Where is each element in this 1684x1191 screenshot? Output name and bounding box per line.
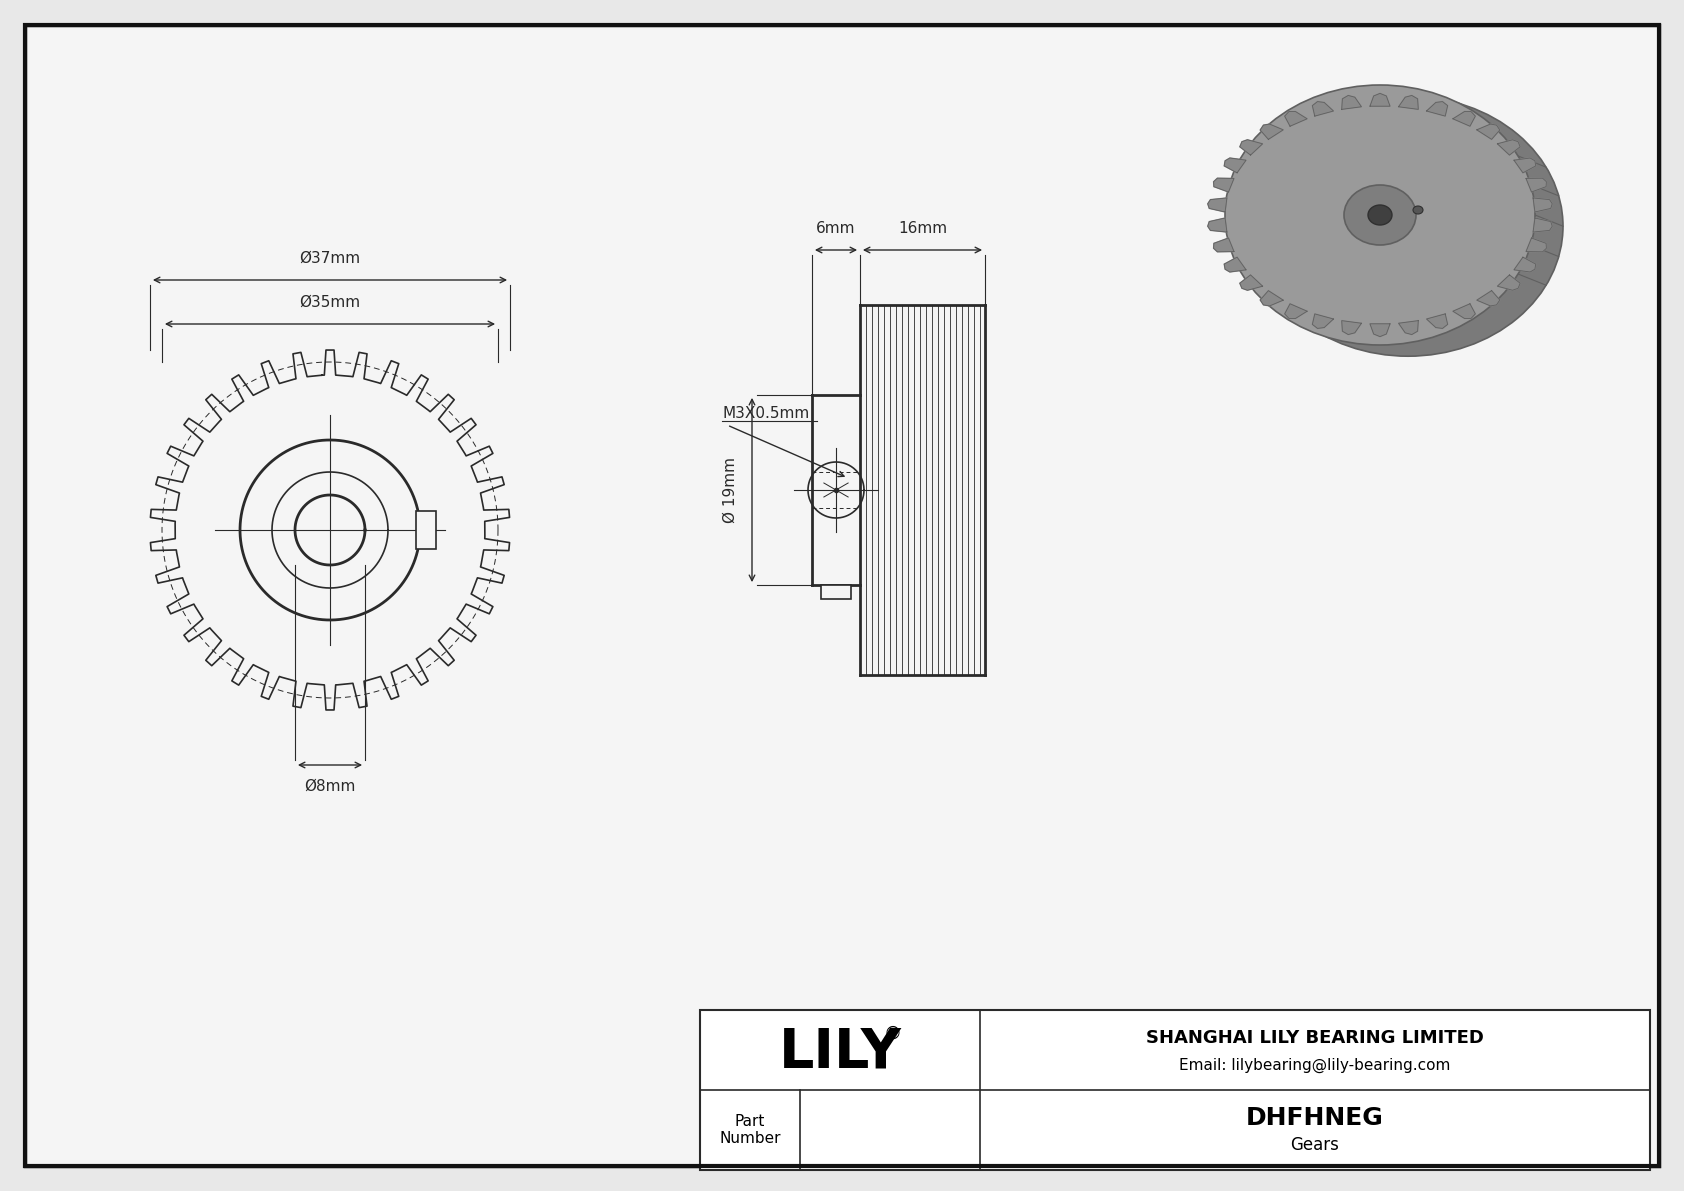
- Polygon shape: [1453, 304, 1475, 318]
- Polygon shape: [1260, 291, 1283, 306]
- Polygon shape: [1477, 124, 1500, 139]
- Polygon shape: [1532, 198, 1553, 212]
- Polygon shape: [1532, 218, 1553, 232]
- Ellipse shape: [1413, 206, 1423, 214]
- Polygon shape: [1526, 179, 1546, 192]
- Text: SHANGHAI LILY BEARING LIMITED: SHANGHAI LILY BEARING LIMITED: [1147, 1029, 1484, 1047]
- Bar: [701, 1010, 1650, 1170]
- Text: 6mm: 6mm: [817, 222, 855, 236]
- Polygon shape: [1207, 198, 1228, 212]
- Text: LILY: LILY: [778, 1025, 901, 1079]
- Polygon shape: [1426, 314, 1448, 329]
- Polygon shape: [1312, 314, 1334, 329]
- Polygon shape: [1426, 101, 1448, 116]
- Text: 16mm: 16mm: [898, 222, 946, 236]
- Polygon shape: [1239, 275, 1263, 291]
- Polygon shape: [1312, 101, 1334, 116]
- Ellipse shape: [1367, 205, 1393, 225]
- Polygon shape: [1399, 95, 1418, 110]
- Polygon shape: [1342, 95, 1361, 110]
- Polygon shape: [1526, 238, 1546, 251]
- Polygon shape: [1371, 93, 1389, 106]
- Polygon shape: [1239, 139, 1263, 155]
- Polygon shape: [1224, 158, 1246, 173]
- Polygon shape: [1477, 291, 1500, 306]
- Polygon shape: [1207, 218, 1228, 232]
- Text: Ø35mm: Ø35mm: [300, 295, 360, 310]
- Polygon shape: [1371, 324, 1389, 337]
- Text: ®: ®: [882, 1025, 901, 1043]
- Text: Email: lilybearing@lily-bearing.com: Email: lilybearing@lily-bearing.com: [1179, 1058, 1450, 1073]
- Ellipse shape: [1344, 185, 1416, 245]
- Polygon shape: [1224, 257, 1246, 272]
- Polygon shape: [1342, 320, 1361, 335]
- Text: DHFHNEG: DHFHNEG: [1246, 1106, 1384, 1130]
- Polygon shape: [1497, 275, 1521, 291]
- Polygon shape: [1453, 112, 1475, 126]
- Bar: [822, 585, 850, 599]
- Text: Gears: Gears: [1290, 1136, 1339, 1154]
- Text: Ø8mm: Ø8mm: [305, 779, 355, 794]
- Polygon shape: [1260, 124, 1283, 139]
- Polygon shape: [1285, 112, 1307, 126]
- Text: Part
Number: Part Number: [719, 1114, 781, 1146]
- Ellipse shape: [1253, 96, 1563, 356]
- Bar: [861, 305, 985, 675]
- Bar: [416, 511, 436, 549]
- Text: Ø37mm: Ø37mm: [300, 251, 360, 266]
- Text: M3X0.5mm: M3X0.5mm: [722, 406, 810, 420]
- Polygon shape: [1399, 320, 1418, 335]
- Polygon shape: [1214, 179, 1234, 192]
- Polygon shape: [1497, 139, 1521, 155]
- Ellipse shape: [1224, 85, 1536, 345]
- Polygon shape: [1214, 238, 1234, 251]
- Polygon shape: [1285, 304, 1307, 318]
- Polygon shape: [1514, 158, 1536, 173]
- Text: Ø 19mm: Ø 19mm: [722, 457, 738, 523]
- Polygon shape: [1514, 257, 1536, 272]
